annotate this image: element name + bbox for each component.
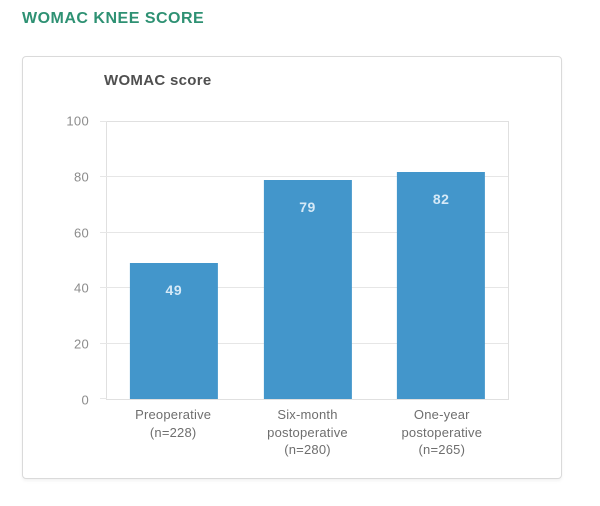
y-tick-label: 40 [73, 280, 89, 296]
gridline [107, 176, 508, 178]
chart-title: WOMAC score [104, 72, 212, 89]
chart-card: WOMAC score 0 20 40 60 80 100 49 79 82 Preopera… [22, 56, 562, 479]
y-tick-label: 80 [73, 169, 89, 185]
y-tick-mark [100, 231, 107, 233]
bar-value-label: 82 [432, 190, 450, 207]
bar-value-label: 79 [299, 199, 316, 216]
y-tick-label: 100 [66, 113, 89, 129]
y-tick-mark [100, 121, 107, 122]
y-axis: 0 20 40 60 80 100 [23, 114, 89, 408]
x-axis: Preoperative (n=228) Six-month postoperat… [106, 406, 509, 466]
bar: 49 [129, 263, 218, 399]
x-tick-label: One-year postoperative (n=265) [401, 407, 483, 458]
bar: 79 [263, 180, 352, 399]
x-tick-label: Six-month postoperative (n=280) [267, 407, 348, 458]
y-tick-label: 60 [73, 225, 89, 241]
x-tick-label: Preoperative (n=228) [135, 407, 212, 440]
y-tick-label: 20 [73, 336, 89, 352]
y-tick-mark [100, 176, 107, 178]
bar: 82 [397, 171, 486, 399]
y-tick-mark [100, 398, 107, 399]
page-title: WOMAC KNEE SCORE [22, 10, 205, 27]
y-tick-label: 0 [81, 392, 89, 408]
bar-value-label: 49 [165, 282, 183, 299]
plot-area: 49 79 82 [100, 121, 509, 400]
y-tick-mark [100, 342, 107, 344]
y-tick-mark [100, 287, 107, 289]
